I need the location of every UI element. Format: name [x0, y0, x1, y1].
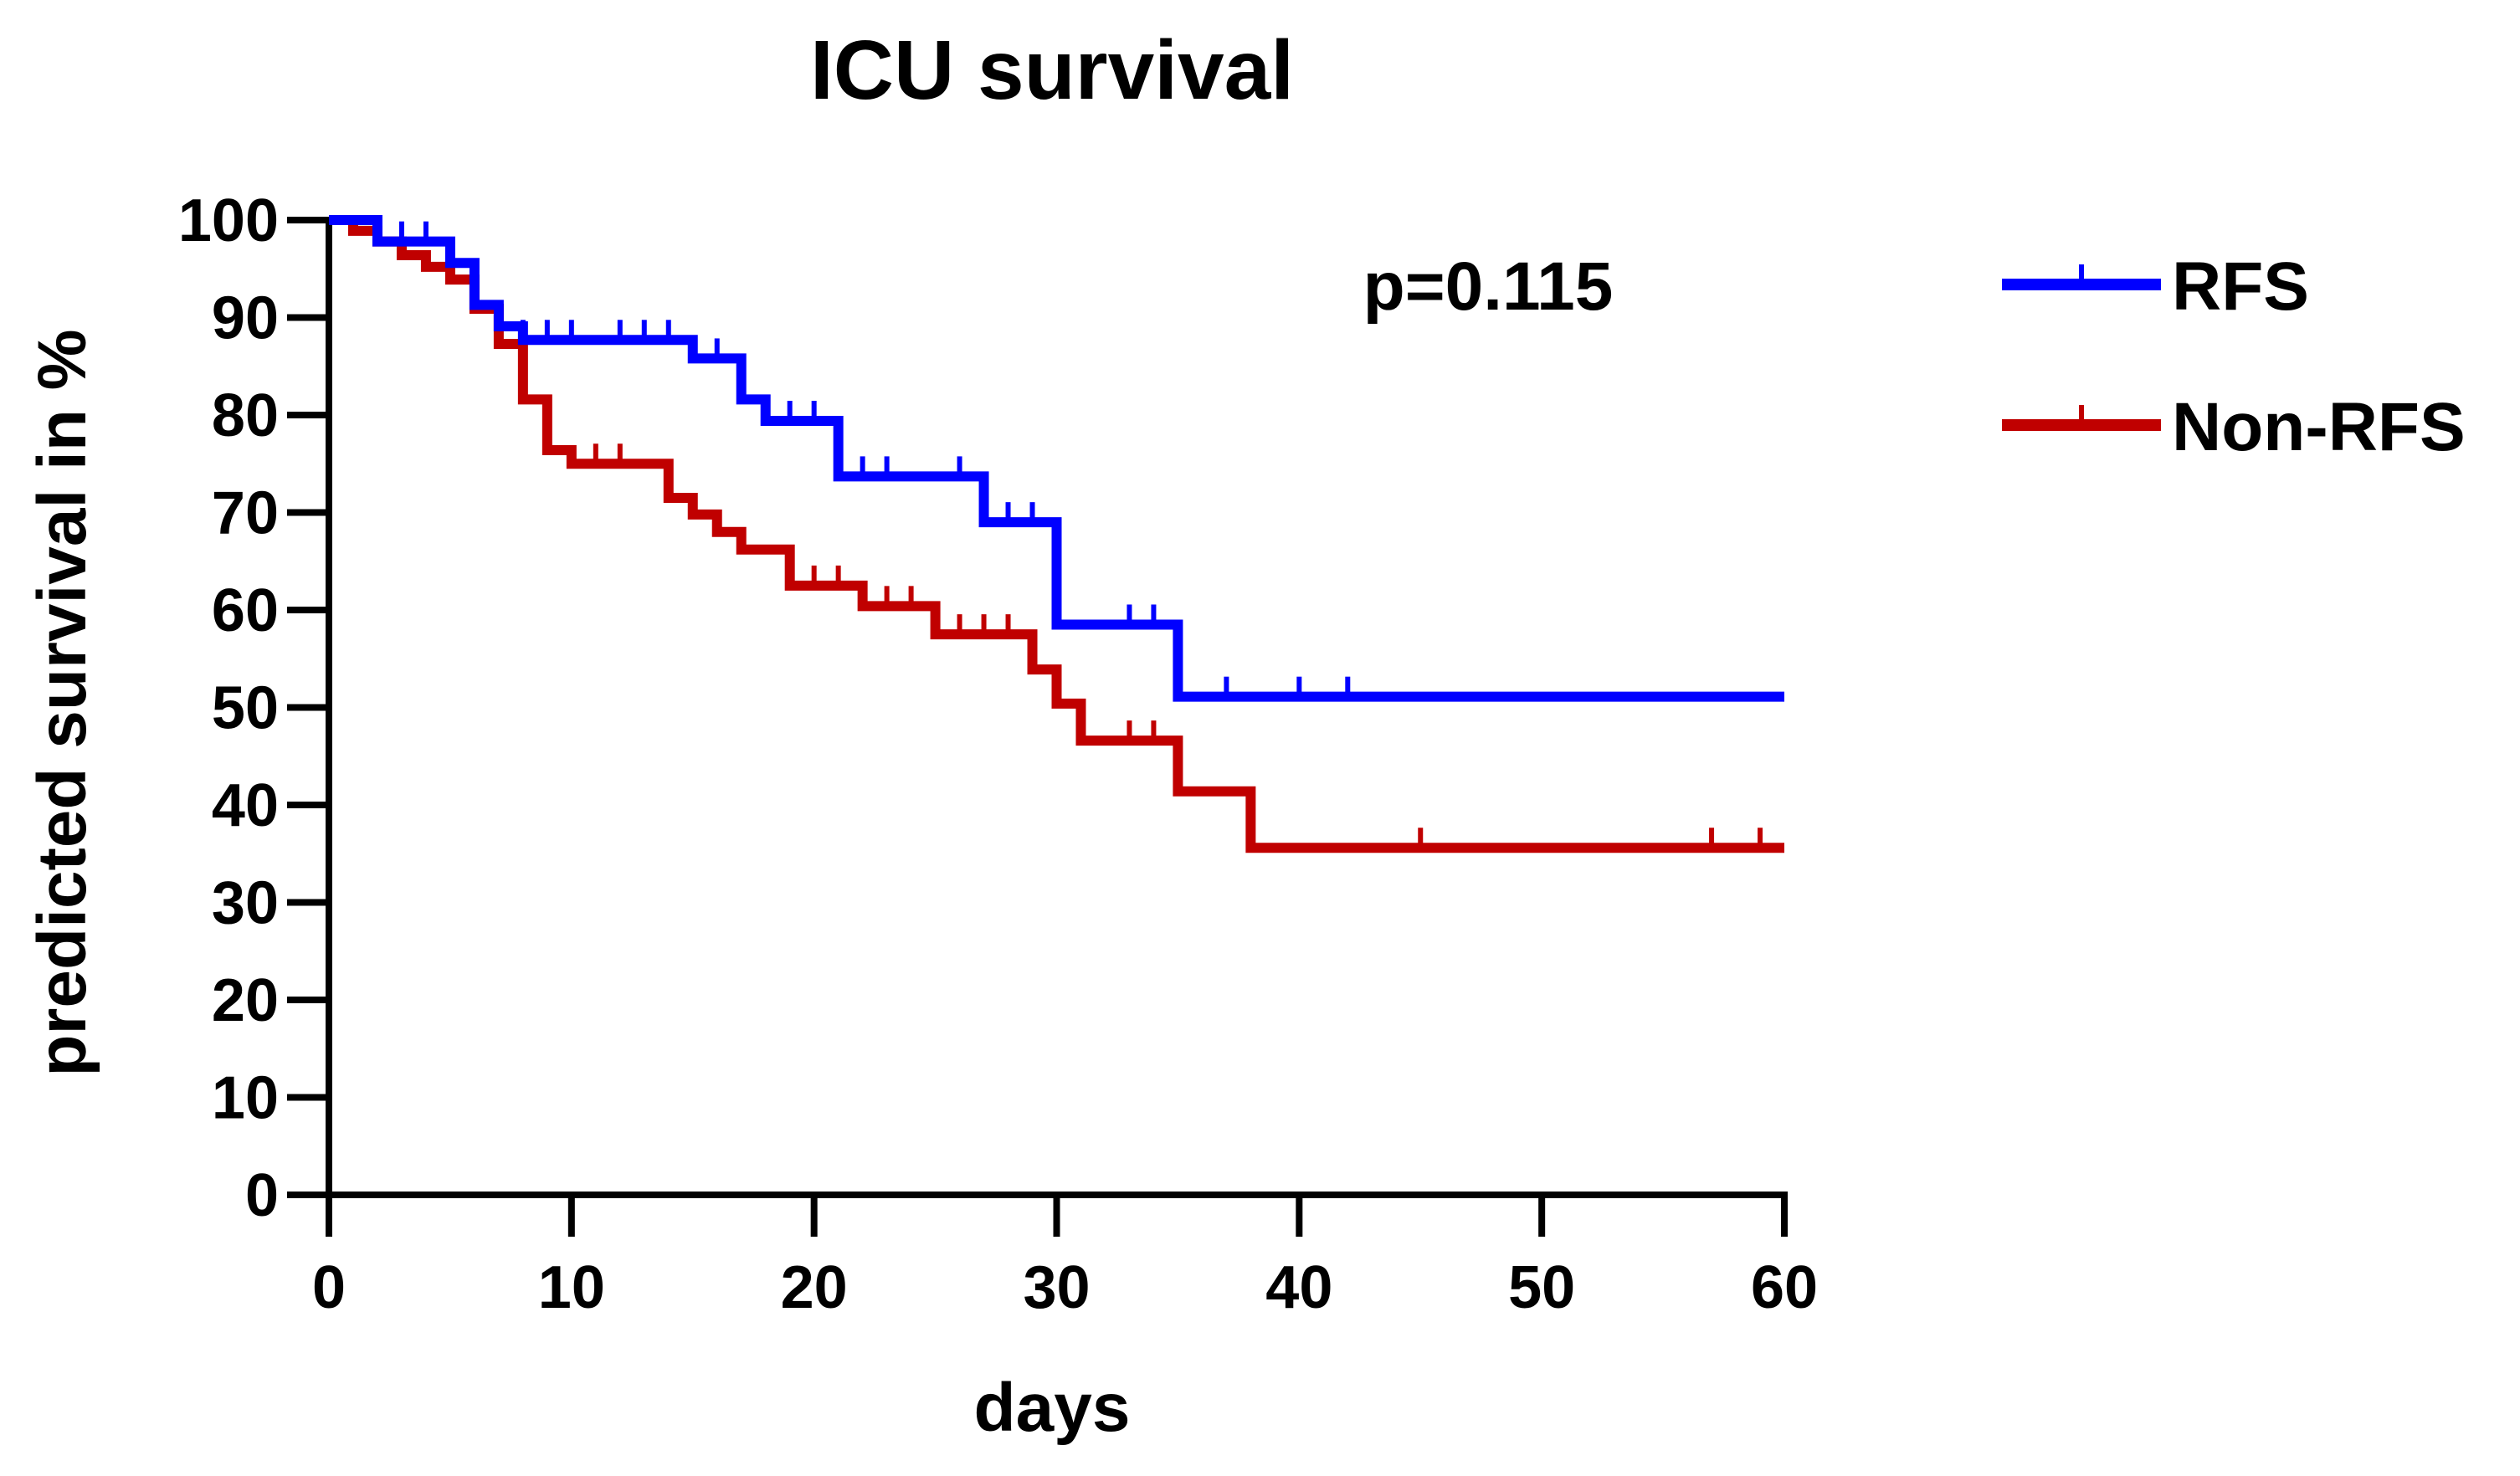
x-tick-label-50: 50: [1508, 1254, 1575, 1321]
x-tick-label-0: 0: [312, 1254, 346, 1321]
chart-title: ICU survival: [810, 23, 1294, 117]
legend-rfs-label: RFS: [2172, 249, 2309, 325]
p-value-annotation: p=0.115: [1363, 249, 1614, 325]
x-tick-label-20: 20: [781, 1254, 848, 1321]
y-tick-label-0: 0: [245, 1162, 279, 1229]
x-tick-label-10: 10: [538, 1254, 605, 1321]
y-tick-label-90: 90: [212, 285, 279, 352]
y-tick-label-80: 80: [212, 382, 279, 449]
y-tick-label-10: 10: [212, 1065, 279, 1132]
y-axis-label: predicted survival in %: [24, 329, 100, 1076]
y-tick-label-30: 30: [212, 870, 279, 937]
x-tick-label-60: 60: [1751, 1254, 1818, 1321]
legend: RFS Non-RFS: [2002, 249, 2466, 465]
y-tick-label-70: 70: [212, 480, 279, 547]
y-tick-label-60: 60: [212, 577, 279, 644]
y-tick-label-20: 20: [212, 967, 279, 1034]
y-tick-label-50: 50: [212, 675, 279, 742]
legend-non-rfs-label: Non-RFS: [2172, 389, 2466, 465]
y-tick-label-40: 40: [212, 772, 279, 839]
series-non-rfs-line: [329, 215, 1784, 853]
x-tick-label-40: 40: [1265, 1254, 1332, 1321]
x-tick-label-30: 30: [1023, 1254, 1090, 1321]
plot-area: 0 10 20 30 40 50 60 70 80 90 100 0 10 20 30 40 50 60: [178, 187, 1818, 1321]
x-axis-label: days: [974, 1370, 1131, 1446]
y-tick-label-100: 100: [178, 187, 279, 254]
